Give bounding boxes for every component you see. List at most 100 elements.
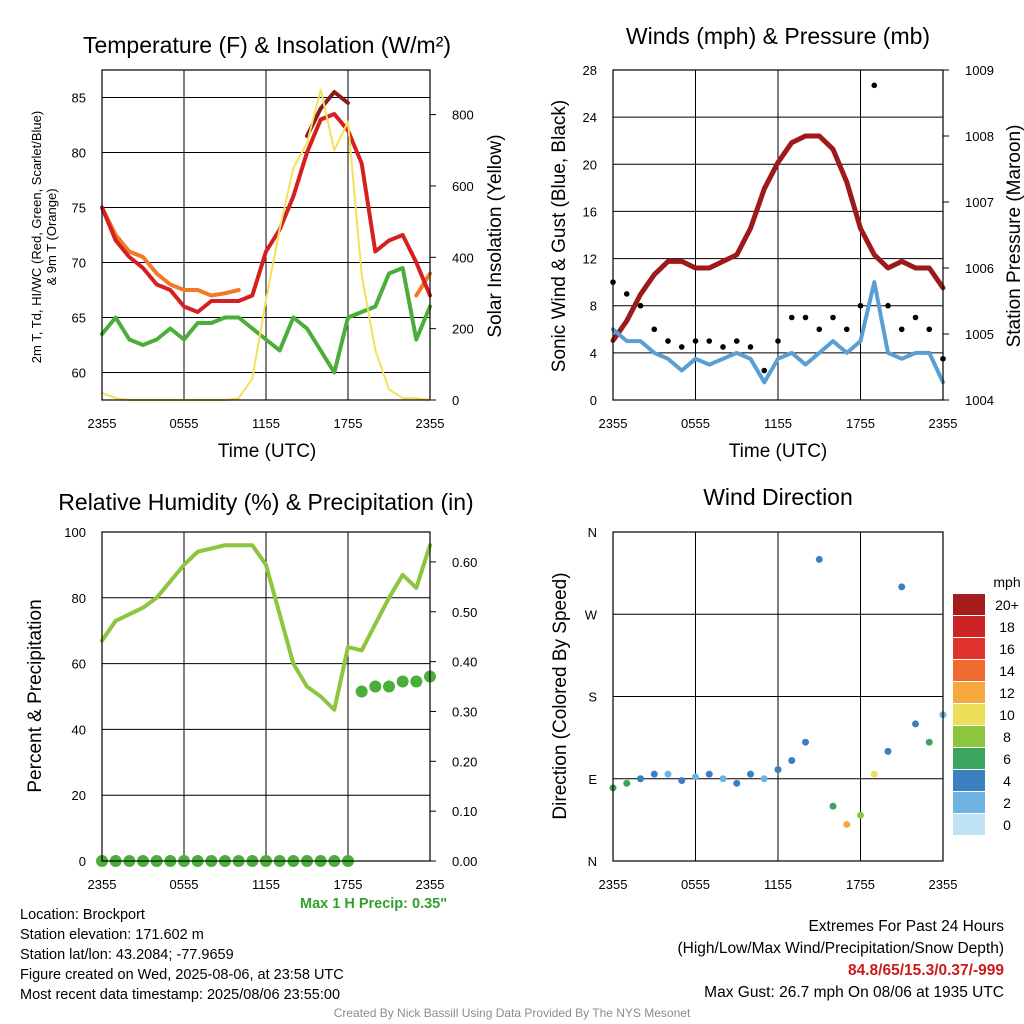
y-tick-label: 0 <box>79 854 86 869</box>
x-tick-label: 2355 <box>599 416 628 431</box>
direction-point <box>898 583 906 591</box>
latlon-text: Station lat/lon: 43.2084; -77.9659 <box>20 947 234 963</box>
x-tick-label: 1155 <box>252 416 280 431</box>
x-tick-label: 0555 <box>170 416 199 431</box>
direction-point <box>747 770 754 778</box>
y2-tick-label: 0.00 <box>452 854 477 869</box>
x-tick-label: 0555 <box>681 416 710 431</box>
x-tick-label: 2355 <box>929 877 958 892</box>
gust-point <box>692 338 699 344</box>
direction-title: Wind Direction <box>703 484 853 510</box>
temperature-ylabel-line2: & 9m T (Orange) <box>44 188 59 285</box>
plot-frame <box>101 69 431 401</box>
gust-point <box>843 326 850 333</box>
direction-point <box>637 775 644 783</box>
winds-chart: 2355 0555 1155 1755 235504812162024281004100… <box>583 63 994 431</box>
legend-label: 0 <box>1003 817 1011 833</box>
credit-text: Created By Nick Bassill Using Data Provi… <box>333 1006 691 1020</box>
y2-tick-label: 600 <box>452 179 474 194</box>
precip-point <box>369 680 382 693</box>
max-gust-text: Max Gust: 26.7 mph On 08/06 at 1935 UTC <box>704 984 1004 1001</box>
x-tick-label: 2355 <box>88 416 117 431</box>
gust-point <box>775 338 781 344</box>
direction-point <box>843 820 851 828</box>
y-tick-label: 8 <box>590 299 597 314</box>
direction-point <box>760 775 768 783</box>
max-precip-text: Max 1 H Precip: 0.35" <box>300 896 448 912</box>
x-tick-label: 1755 <box>334 877 363 892</box>
y2-tick-label: 0.40 <box>452 655 477 670</box>
y2-tick-label: 0.60 <box>452 555 477 570</box>
gust-point <box>665 338 671 344</box>
direction-point <box>788 756 796 764</box>
gust-point <box>733 338 740 344</box>
y2-tick-label: 0.10 <box>452 804 477 819</box>
humidity-chart: 2355 0555 1155 1755 23550204060801000.000.10… <box>64 525 477 892</box>
legend-swatch <box>953 638 985 659</box>
plot-frame <box>612 69 944 401</box>
winds-xlabel: Time (UTC) <box>729 441 828 462</box>
x-tick-label: 2355 <box>599 877 628 892</box>
gust-point <box>651 326 658 333</box>
winds-title: Winds (mph) & Pressure (mb) <box>626 23 930 49</box>
direction-point <box>815 555 823 563</box>
legend-label: 2 <box>1003 795 1011 811</box>
legend-label: 20+ <box>995 597 1019 613</box>
y-tick-label: 4 <box>590 346 597 361</box>
legend-swatch <box>953 792 985 813</box>
gust-point <box>802 314 809 321</box>
y-tick-label: 70 <box>72 256 86 271</box>
precip-point <box>383 680 395 693</box>
direction-point <box>692 773 699 781</box>
temperature-ylabel-line1: 2m T, Td, HI/WC (Red, Green, Scarlet/Blu… <box>29 111 44 363</box>
y2-tick-label: 1005 <box>965 327 994 342</box>
legend-label: 6 <box>1003 751 1011 767</box>
y-tick-label: 85 <box>72 91 86 106</box>
legend-label: 4 <box>1003 773 1011 789</box>
y-tick-label: 60 <box>72 366 86 381</box>
direction-point <box>733 779 741 787</box>
gust-point <box>747 344 754 350</box>
y-tick-label: 100 <box>64 525 86 540</box>
direction-point <box>623 779 631 787</box>
gust-point <box>788 314 795 321</box>
direction-point <box>802 738 809 746</box>
heat_index-line <box>305 90 350 138</box>
location-text: Location: Brockport <box>20 907 145 923</box>
direction-point <box>925 738 933 746</box>
legend-swatch <box>953 660 985 681</box>
precip-point <box>355 685 368 698</box>
x-tick-label: 1155 <box>764 416 792 431</box>
y-tick-label: 28 <box>583 63 597 78</box>
plot-frame <box>101 531 431 862</box>
legend-label: 8 <box>1003 729 1011 745</box>
x-tick-label: 1755 <box>846 877 875 892</box>
direction-point <box>857 811 864 819</box>
y2-tick-label: 200 <box>452 322 474 337</box>
y-tick-label: 20 <box>583 157 597 172</box>
direction-point <box>912 720 919 728</box>
y-tick-label: 65 <box>72 311 86 326</box>
y-tick-label: 16 <box>583 204 597 219</box>
x-tick-label: 1755 <box>846 416 875 431</box>
extremes-title: Extremes For Past 24 Hours <box>808 918 1004 935</box>
elevation-text: Station elevation: 171.602 m <box>20 927 204 943</box>
x-tick-label: 2355 <box>416 416 445 431</box>
humidity-title: Relative Humidity (%) & Precipitation (i… <box>58 489 473 515</box>
gust-point <box>637 302 644 309</box>
temp-line <box>100 112 432 314</box>
gust-point <box>623 291 630 297</box>
pressure-line <box>610 133 946 344</box>
y2-tick-label: 1009 <box>965 63 994 78</box>
x-tick-label: 1155 <box>764 877 792 892</box>
temperature-xlabel: Time (UTC) <box>218 441 317 462</box>
y2-tick-label: 1008 <box>965 129 994 144</box>
legend-swatch <box>953 770 985 791</box>
direction-point <box>870 770 878 778</box>
gust-point <box>816 326 823 333</box>
extremes-values: 84.8/65/15.3/0.37/-999 <box>848 962 1004 979</box>
direction-point <box>705 770 713 778</box>
created-text: Figure created on Wed, 2025-08-06, at 23… <box>20 967 344 983</box>
y-tick-label: 12 <box>583 252 597 267</box>
y-tick-label: N <box>588 854 597 869</box>
